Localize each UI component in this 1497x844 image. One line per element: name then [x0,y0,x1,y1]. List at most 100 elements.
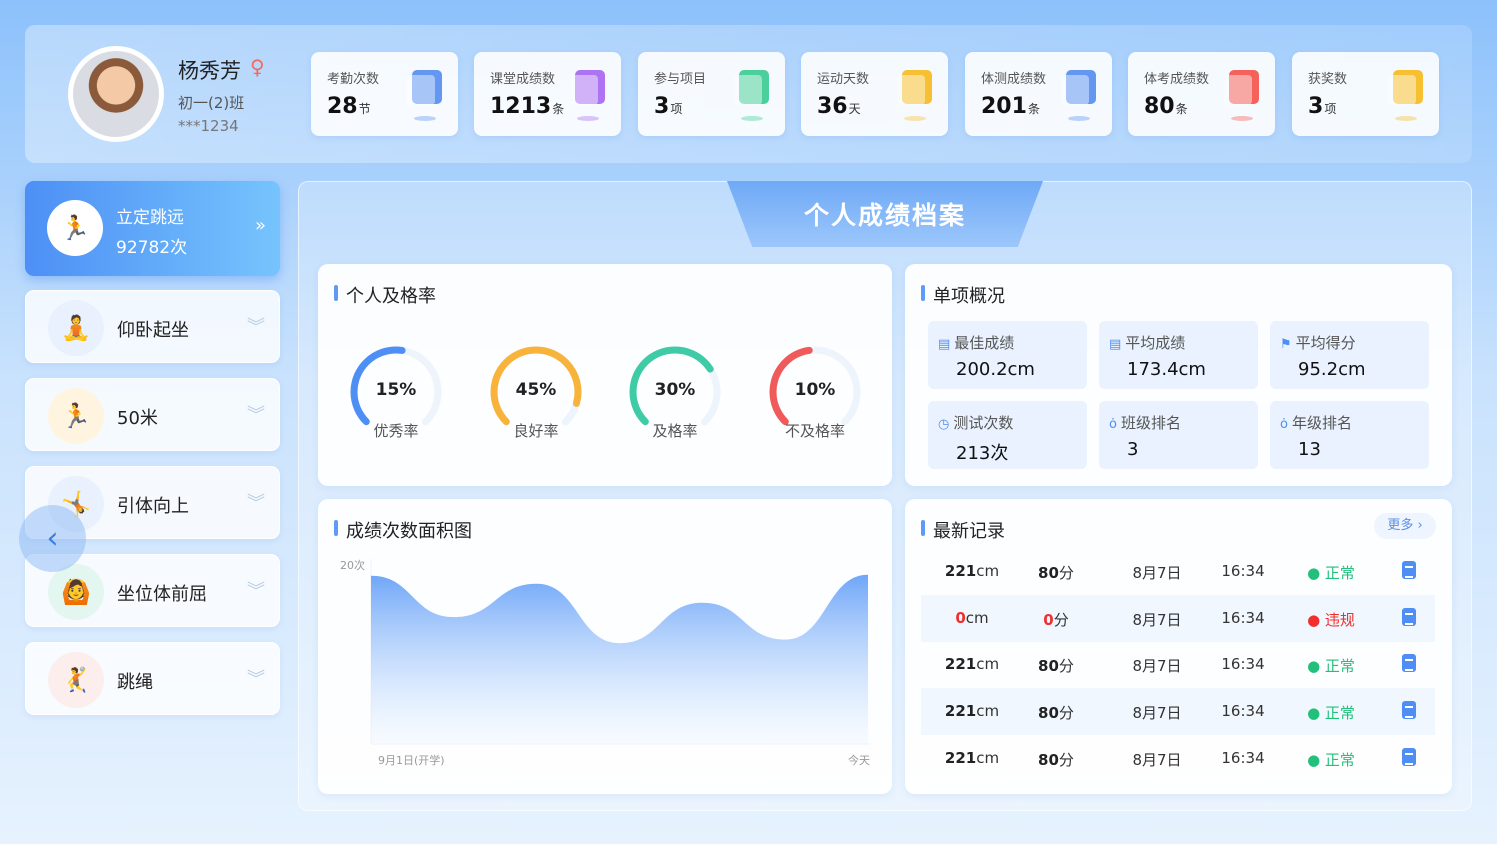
gauge: 30% 及格率 [625,344,725,441]
distance-unit: cm [976,655,1000,674]
stat-unit: 项 [1324,102,1337,116]
sport-icon: 🏃 [48,388,104,444]
exam-clipboard-icon [1224,70,1259,105]
summary-tile: ȯ 年级排名 13 [1270,401,1429,469]
stat-number: 28 [327,94,358,119]
stat-label: 运动天数 [817,72,870,87]
tile-value: 200.2cm [956,359,1035,380]
medal-icon [1388,70,1423,105]
stat-number: 1213 [490,94,552,119]
icon-shadow [741,116,763,121]
sidebar-item[interactable]: 🏃 50米 ︾ [25,378,280,451]
stat-card: 获奖数 3项 [1292,52,1439,136]
clipboard-icon[interactable] [1402,654,1416,673]
stat-card: 体考成绩数 80条 [1128,52,1275,136]
distance-unit: cm [976,702,1000,721]
stat-unit: 项 [670,102,683,116]
table-row[interactable]: 221cm 80分 8月7日 16:34 ● 正常 [921,735,1435,782]
chart-title: 成绩次数面积图 [334,517,472,543]
records-card: 最新记录 更多 › 221cm 80分 8月7日 16:34 ● 正常 0cm … [905,499,1452,794]
gauge-label: 不及格率 [784,422,845,440]
score-unit: 分 [1053,610,1069,629]
sidebar-item-standing-long-jump[interactable]: 🏃 立定跳远 92782次 » [25,181,280,276]
score-unit: 分 [1058,564,1074,582]
stat-value: 36天 [817,94,861,119]
clock-icon: ◷ [938,417,950,432]
score: 80 [1038,704,1059,723]
x-start-label: 9月1日(开学) [378,754,445,767]
clipboard-icon[interactable] [1402,747,1416,766]
grade-doc-icon [570,70,605,105]
gauge-fill [629,346,721,434]
clipboard-icon[interactable] [1402,561,1416,579]
distance: 221 [944,655,977,674]
score: 80 [1038,750,1059,769]
status-badge: ● 违规 [1307,610,1355,629]
status-badge: ● 正常 [1307,750,1355,769]
doc-icon: ▤ [938,337,951,352]
stat-card: 考勤次数 28节 [311,52,458,136]
summary-card: 单项概况 ▤ 最佳成绩 200.2cm ▤ 平均成绩 173.4cm ⚑ 平均得分 9… [905,264,1452,486]
gauge-label: 及格率 [652,422,698,440]
summary-tile: ◷ 测试次数 213次 [928,401,1087,469]
table-row[interactable]: 221cm 80分 8月7日 16:34 ● 正常 [921,548,1435,595]
stat-label: 体考成绩数 [1144,72,1210,87]
stat-number: 3 [654,94,670,119]
student-name: 杨秀芳 [178,59,241,83]
avatar [68,46,164,142]
distance: 221 [944,562,977,580]
status-badge: ● 正常 [1307,564,1355,582]
status-text: 正常 [1324,750,1355,769]
date: 8月7日 [1132,657,1182,676]
sidebar-item-label: 立定跳远 [116,208,184,228]
cabinet-icon [734,70,769,105]
gauge-ring [490,346,582,434]
stat-unit: 条 [1175,102,1188,116]
date: 8月7日 [1132,750,1182,769]
date: 8月7日 [1132,610,1182,629]
stat-card: 运动天数 36天 [801,52,948,136]
sidebar-item[interactable]: 🤾 跳绳 ︾ [25,642,280,715]
clipboard-icon[interactable] [1402,701,1416,720]
back-button[interactable]: ‹ [19,505,86,572]
stat-label: 参与项目 [654,72,707,87]
sport-icon: 🤾 [48,652,104,708]
clipboard-icon[interactable] [1402,607,1416,626]
stat-value: 3项 [1308,94,1336,119]
tile-label: 最佳成绩 [954,334,1015,352]
distance: 221 [944,748,977,767]
more-button[interactable]: 更多 › [1374,513,1436,539]
table-row[interactable]: 221cm 80分 8月7日 16:34 ● 正常 [921,688,1435,736]
sidebar-item[interactable]: 🧘 仰卧起坐 ︾ [25,290,280,363]
time: 16:34 [1221,562,1265,580]
tile-value: 213次 [956,443,1009,464]
area-chart [370,559,870,745]
date: 8月7日 [1132,564,1182,582]
double-chevron-down-icon: ︾ [247,493,265,514]
calendar-check-icon [407,70,442,105]
stat-label: 考勤次数 [327,72,380,87]
table-row[interactable]: 221cm 80分 8月7日 16:34 ● 正常 [921,641,1435,688]
table-row[interactable]: 0cm 0分 8月7日 16:34 ● 违规 [921,594,1435,642]
stat-number: 201 [981,94,1027,119]
stat-number: 3 [1308,94,1324,119]
stat-value: 80条 [1144,94,1188,119]
stat-unit: 条 [552,102,565,116]
distance: 221 [944,702,977,721]
summary-tile: ▤ 最佳成绩 200.2cm [928,321,1087,389]
stat-number: 80 [1144,94,1175,119]
tile-label: 年级排名 [1291,414,1352,432]
date: 8月7日 [1132,704,1182,723]
stat-unit: 节 [358,102,371,116]
status-badge: ● 正常 [1307,704,1355,723]
icon-shadow [414,116,436,121]
card-title: 最新记录 [921,517,1005,543]
status-text: 正常 [1324,564,1355,582]
gauge-value: 30% [654,380,696,400]
time: 16:34 [1221,655,1265,674]
medal-icon: ȯ [1280,417,1288,432]
score: 80 [1038,564,1059,582]
sidebar-item-label: 引体向上 [117,496,189,517]
status-text: 违规 [1324,610,1355,629]
gauge-label: 优秀率 [373,422,419,440]
